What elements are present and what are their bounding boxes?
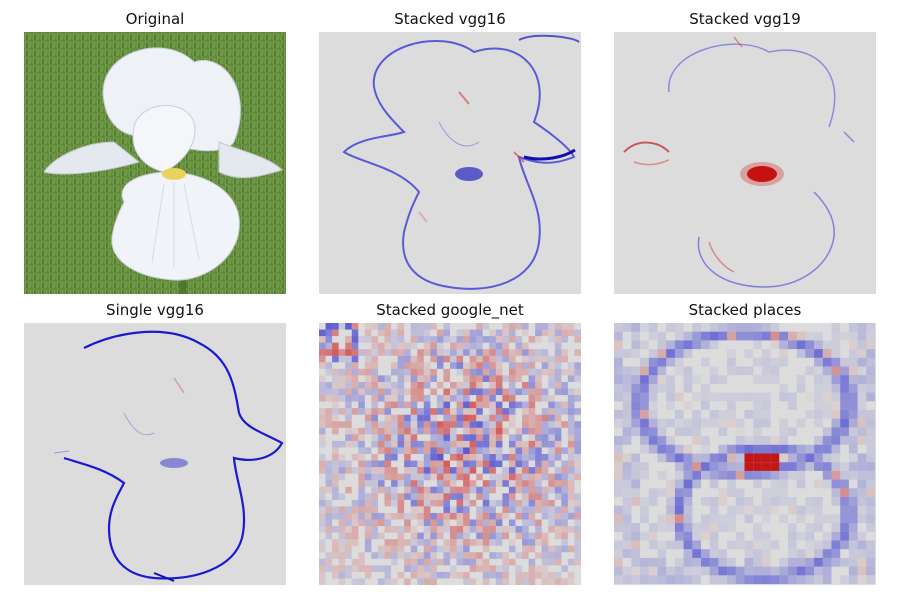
saliency-map-icon [319,32,581,294]
single-vgg16-panel [24,323,286,585]
panel-title-single-vgg16: Single vgg16 [106,301,204,319]
original-image-panel [24,32,286,294]
stacked-vgg16-panel [319,32,581,294]
stacked-vgg19-panel [614,32,876,294]
iris-flower-photo-icon [24,32,286,294]
saliency-map-icon [24,323,286,585]
stacked-places-panel [614,323,876,585]
panel-title-stacked-places: Stacked places [688,301,802,319]
panel-title-stacked-google-net: Stacked google_net [376,301,524,319]
panel-title-original: Original [125,10,185,28]
saliency-map-icon [614,32,876,294]
saliency-map-icon [614,323,876,585]
saliency-map-icon [319,323,581,585]
panel-title-stacked-vgg16: Stacked vgg16 [394,10,506,28]
panel-title-stacked-vgg19: Stacked vgg19 [689,10,801,28]
stacked-google-net-panel [319,323,581,585]
